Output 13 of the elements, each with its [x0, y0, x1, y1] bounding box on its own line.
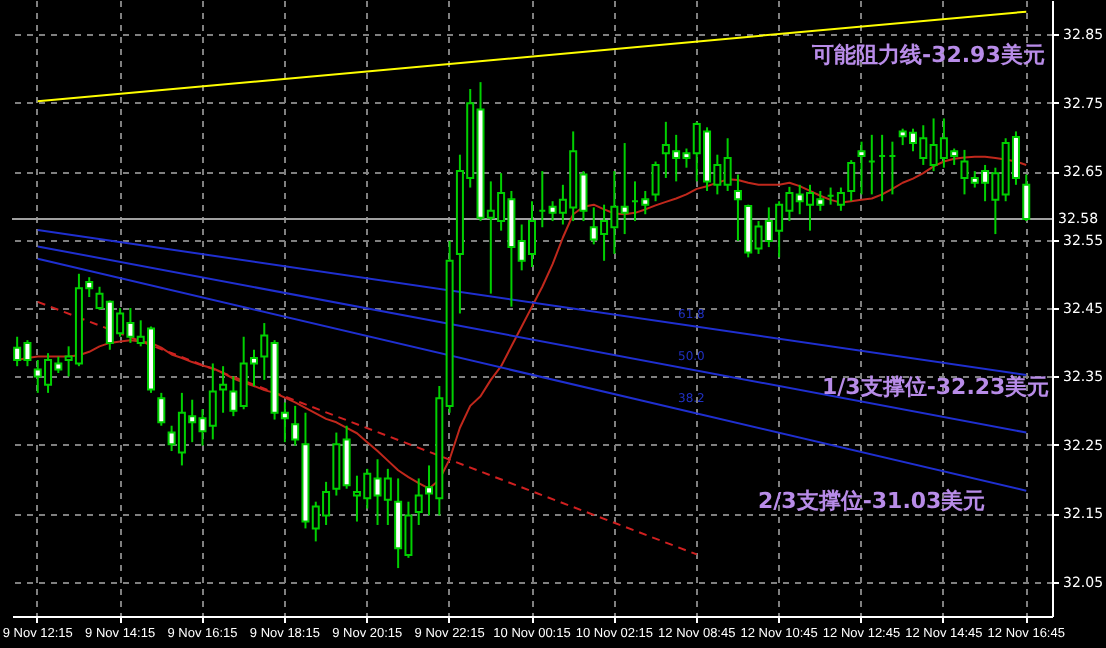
candlestick: [157, 391, 166, 427]
candlestick: [857, 140, 866, 196]
annotation: 可能阻力线-32.93美元: [810, 42, 1045, 68]
candlestick: [847, 159, 856, 203]
candlestick: [291, 404, 300, 447]
candlestick: [414, 477, 423, 526]
annotation: 2/3支撑位-31.03美元: [758, 488, 986, 514]
candlestick: [1022, 173, 1031, 223]
annotation: 1/3支撑位-32.23美元: [822, 374, 1050, 400]
candlestick: [651, 160, 660, 203]
candlestick: [219, 365, 228, 414]
candlestick: [733, 173, 742, 242]
candlestick: [836, 186, 845, 212]
